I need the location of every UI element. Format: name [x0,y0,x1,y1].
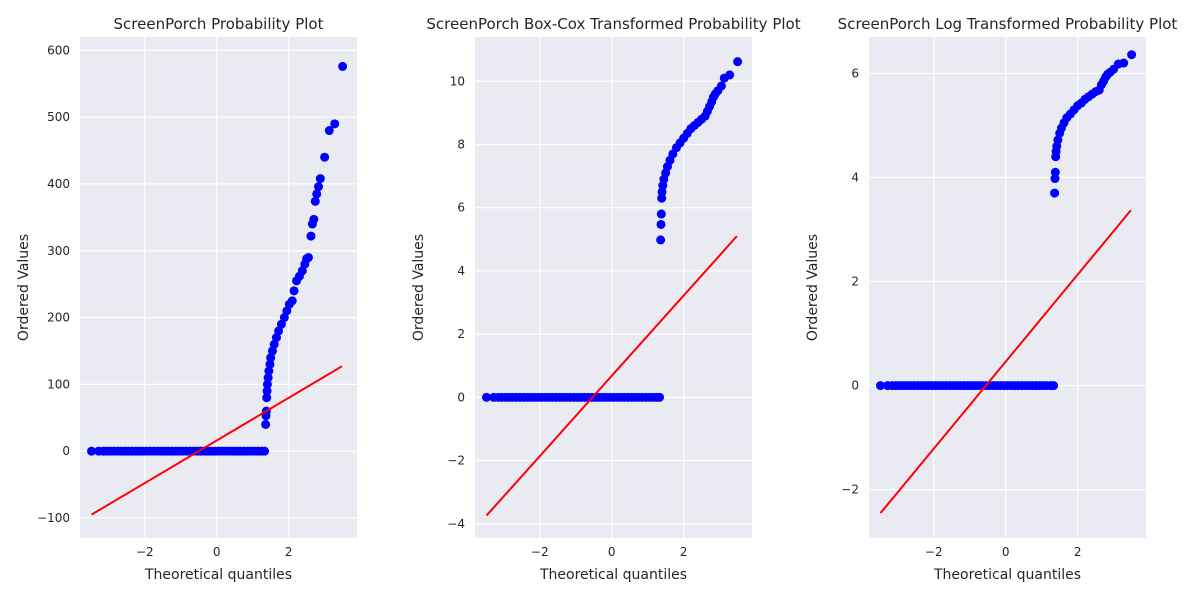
data-point [1049,381,1059,391]
chart-title: ScreenPorch Log Transformed Probability … [838,15,1178,33]
y-tick-label: 0 [851,379,859,393]
data-point [656,209,666,219]
data-point [656,219,666,229]
data-point [482,392,492,402]
data-point [312,189,322,199]
y-tick-label: 2 [851,275,859,289]
y-tick-label: 6 [457,201,465,215]
y-tick-label: 4 [457,264,465,278]
x-tick-label: 2 [1074,545,1082,559]
data-point [287,296,297,306]
x-axis-label: Theoretical quantiles [539,567,687,583]
x-tick-label: 2 [680,545,688,559]
x-axis-label: Theoretical quantiles [144,567,292,583]
data-point [716,81,726,91]
data-point [306,231,316,241]
data-point [655,392,665,402]
y-axis-label: Ordered Values [411,234,427,341]
x-tick-label: 0 [1002,545,1010,559]
chart-panel-2: −2 0 2 −4 −2 0 2 4 6 8 10 ScreenPorch Box-Cox Trans… [411,15,801,583]
data-point [309,214,319,224]
data-point [1119,58,1129,68]
data-point [87,446,97,456]
y-tick-label: −100 [37,511,70,525]
data-point [1053,135,1063,145]
data-point [303,252,313,262]
y-tick-label: 300 [47,244,70,258]
data-point [320,152,330,162]
y-tick-label: −2 [841,483,859,497]
data-point [261,419,271,429]
data-point [324,126,334,136]
x-tick-label: 2 [285,545,293,559]
data-point [876,381,886,391]
y-tick-label: 6 [851,66,859,80]
data-point [262,386,272,396]
x-tick-label: −2 [136,545,154,559]
data-point [264,366,274,376]
x-tick-label: −2 [531,545,549,559]
y-tick-label: 4 [851,170,859,184]
y-tick-label: 100 [47,377,70,391]
data-point [733,57,743,67]
y-tick-label: 0 [62,444,70,458]
chart-panel-1: −2 0 2 −100 0 100 200 300 400 500 600 ScreenPorch P… [16,15,357,583]
plot-area [80,37,357,538]
y-tick-label: 500 [47,110,70,124]
y-tick-label: 400 [47,177,70,191]
y-axis-label: Ordered Values [805,234,821,341]
data-point [310,196,320,206]
x-axis-label: Theoretical quantiles [933,567,1081,583]
data-point [338,61,348,71]
y-axis-label: Ordered Values [16,234,32,341]
data-point [260,446,270,456]
y-tick-label: 600 [47,43,70,57]
data-point [656,235,666,245]
data-point [1050,188,1060,198]
x-tick-label: 0 [213,545,221,559]
data-point [1127,50,1137,60]
data-point [289,286,299,296]
y-tick-label: 0 [457,390,465,404]
y-tick-label: 2 [457,327,465,341]
data-point [315,174,325,184]
chart-title: ScreenPorch Box-Cox Transformed Probabil… [426,15,800,33]
fit-line [879,209,1132,514]
data-point [1050,167,1060,177]
data-point [725,70,735,80]
y-tick-label: 8 [457,137,465,151]
fit-line [485,235,738,517]
x-tick-label: −2 [925,545,943,559]
chart-panel-3: −2 0 2 −2 0 2 4 6 ScreenPorch Log Transformed Pr… [805,15,1177,583]
y-tick-label: −2 [447,454,465,468]
x-tick-label: 0 [608,545,616,559]
data-point [314,182,324,192]
y-tick-label: −4 [447,517,465,531]
data-point [263,373,273,383]
y-tick-label: 200 [47,311,70,325]
data-point [262,393,272,403]
data-point [330,119,340,129]
data-point [262,379,272,389]
fit-line [91,365,343,516]
data-point [265,359,275,369]
plot-area [869,37,1146,538]
y-tick-label: 10 [450,74,465,88]
chart-title: ScreenPorch Probability Plot [114,15,324,33]
